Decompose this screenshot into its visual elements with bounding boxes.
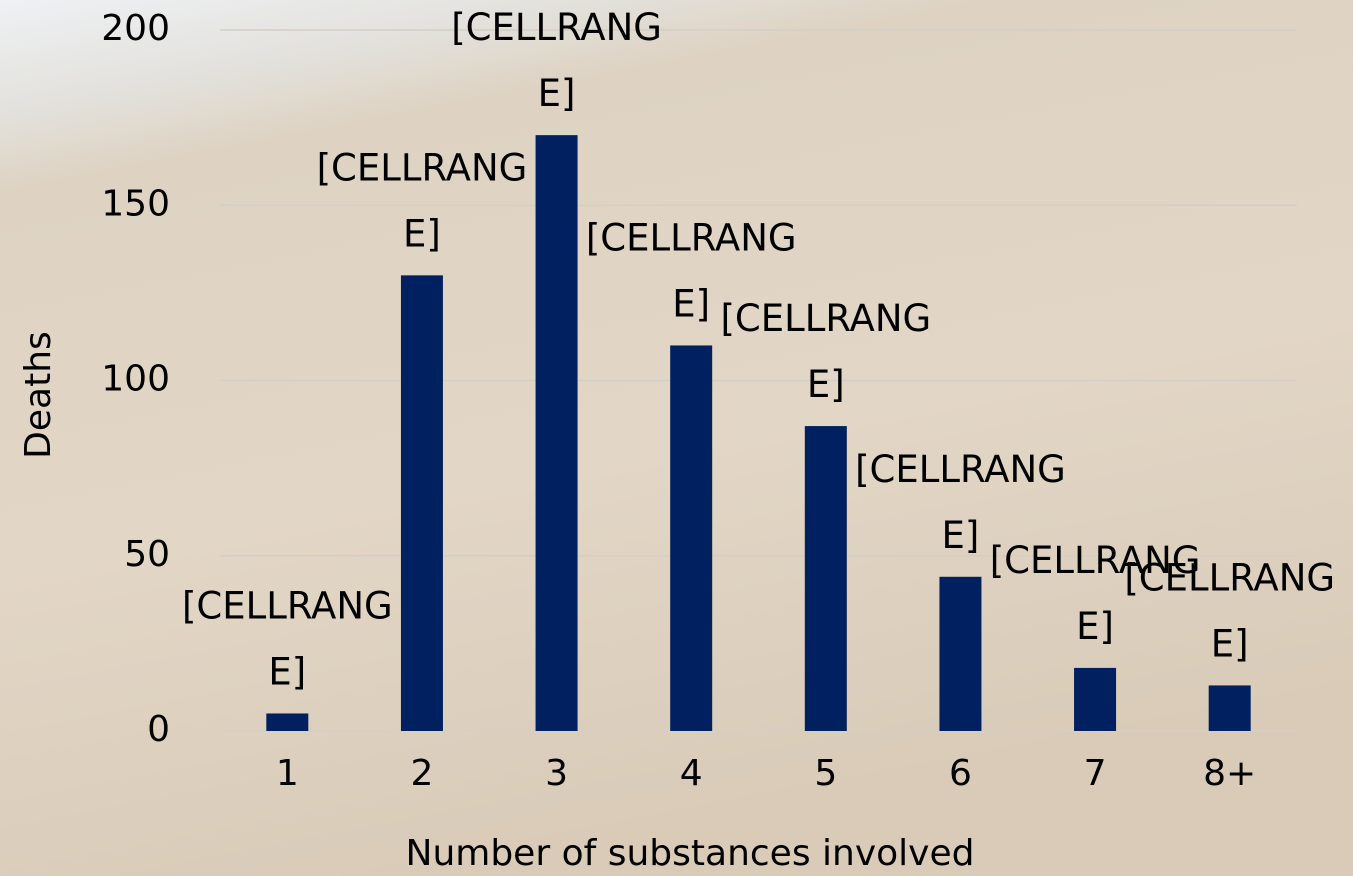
x-axis-label: Number of substances involved (406, 833, 975, 874)
x-tick-label: 3 (545, 753, 568, 794)
x-tick-label: 8+ (1203, 753, 1256, 794)
x-tick-label: 2 (410, 753, 433, 794)
y-tick-label: 50 (124, 534, 170, 575)
chart: Deaths Number of substances involved 0 50… (0, 0, 1353, 876)
bar (266, 713, 308, 731)
y-tick-label: 200 (101, 8, 170, 49)
bar (939, 577, 981, 731)
y-tick-label: 100 (101, 359, 170, 400)
x-tick-label: 5 (814, 753, 837, 794)
y-axis-label: Deaths (18, 331, 59, 459)
bar (1209, 685, 1251, 731)
y-tick-label: 150 (101, 183, 170, 224)
bar (1074, 668, 1116, 731)
page: Deaths Number of substances involved 0 50… (0, 0, 1353, 876)
bar (670, 345, 712, 731)
bar (401, 275, 443, 731)
bar (805, 426, 847, 731)
x-tick-label: 1 (276, 753, 299, 794)
x-tick-label: 4 (680, 753, 703, 794)
x-tick-label: 7 (1084, 753, 1107, 794)
x-tick-label: 6 (949, 753, 972, 794)
y-tick-label: 0 (147, 709, 170, 750)
bar (536, 135, 578, 731)
